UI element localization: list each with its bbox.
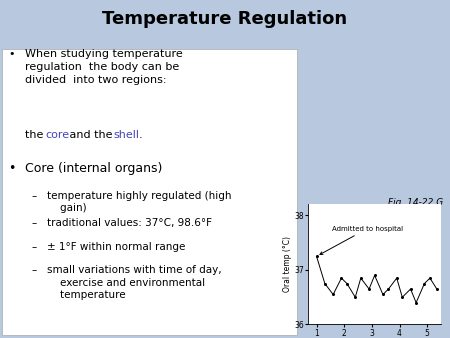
Text: and the: and the	[66, 130, 117, 140]
Text: When studying temperature
regulation  the body can be
divided  into two regions:: When studying temperature regulation the…	[25, 49, 183, 86]
Y-axis label: Oral temp (°C): Oral temp (°C)	[283, 237, 292, 292]
Text: the: the	[25, 130, 47, 140]
Text: Fig. 14-22 G: Fig. 14-22 G	[388, 198, 443, 207]
Text: •: •	[8, 49, 14, 59]
Text: –: –	[32, 242, 37, 252]
Text: Admitted to hospital: Admitted to hospital	[320, 226, 403, 255]
Text: Temperature Regulation: Temperature Regulation	[103, 10, 347, 28]
Text: core: core	[45, 130, 70, 140]
Text: Core (internal organs): Core (internal organs)	[25, 162, 162, 175]
Text: traditional values: 37°C, 98.6°F: traditional values: 37°C, 98.6°F	[47, 218, 212, 228]
Text: shell: shell	[113, 130, 139, 140]
Text: small variations with time of day,
    exercise and environmental
    temperatur: small variations with time of day, exerc…	[47, 265, 222, 300]
Text: .: .	[139, 130, 143, 140]
Text: temperature highly regulated (high
    gain): temperature highly regulated (high gain)	[47, 191, 232, 213]
Text: –: –	[32, 265, 37, 275]
Text: –: –	[32, 191, 37, 201]
FancyBboxPatch shape	[2, 49, 297, 335]
Text: –: –	[32, 218, 37, 228]
Text: ± 1°F within normal range: ± 1°F within normal range	[47, 242, 185, 252]
Text: •: •	[8, 162, 15, 175]
